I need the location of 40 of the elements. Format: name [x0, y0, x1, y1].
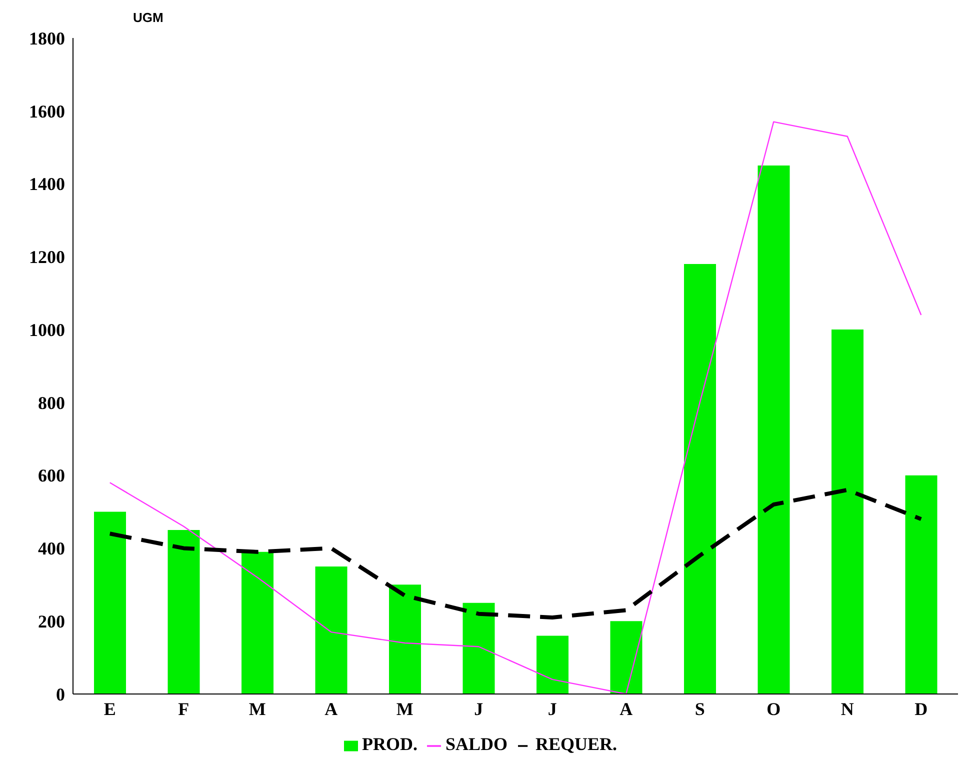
- bar: [610, 621, 642, 694]
- x-tick-label: J: [548, 698, 557, 719]
- x-tick-label: E: [104, 698, 116, 719]
- y-tick-label: 400: [38, 538, 65, 559]
- line-series: [108, 488, 924, 620]
- bar: [389, 584, 421, 694]
- y-tick-label: 1000: [29, 320, 65, 340]
- x-tick-label: N: [840, 698, 854, 719]
- x-tick-label: J: [474, 698, 484, 719]
- bar: [536, 636, 568, 694]
- x-tick-label: S: [694, 698, 705, 719]
- y-tick-label: 200: [38, 612, 65, 632]
- y-tick-label: 1400: [29, 174, 65, 194]
- bar: [684, 264, 716, 694]
- y-tick-label: 800: [38, 392, 65, 413]
- x-tick-label: D: [914, 698, 928, 719]
- bar: [242, 552, 274, 694]
- bar: [462, 602, 495, 694]
- bar: [758, 166, 790, 694]
- x-tick-label: O: [766, 698, 781, 719]
- x-tick-label: M: [396, 698, 414, 719]
- legend-label: PROD.: [362, 734, 418, 754]
- x-tick-label: A: [620, 698, 633, 719]
- bar: [905, 475, 938, 694]
- bar: [168, 530, 200, 694]
- y-tick-label: 0: [56, 684, 65, 704]
- y-tick-label: 1200: [29, 247, 65, 268]
- legend-label: SALDO: [445, 734, 508, 754]
- y-axis-title: UGM: [133, 10, 164, 25]
- bar: [832, 330, 864, 694]
- y-tick-label: 1800: [29, 28, 65, 48]
- line-series: [109, 121, 922, 694]
- y-tick-label: 600: [38, 466, 65, 486]
- x-tick-label: A: [324, 698, 338, 719]
- bar: [94, 512, 126, 694]
- x-tick-label: F: [178, 698, 190, 719]
- bar: [315, 566, 348, 694]
- y-tick-label: 1600: [29, 101, 65, 122]
- legend-label: REQUER.: [536, 734, 618, 754]
- x-tick-label: M: [248, 698, 266, 719]
